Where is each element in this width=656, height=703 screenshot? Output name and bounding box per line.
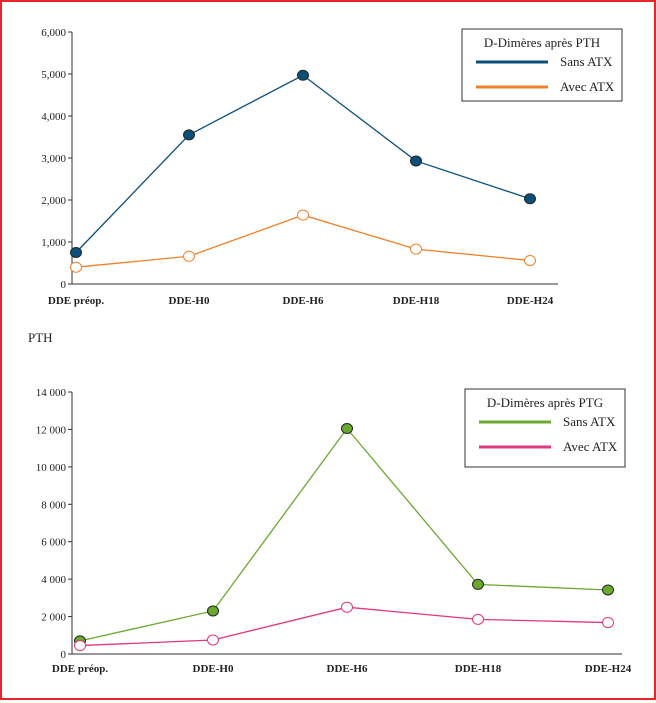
x-tick-label: DDE-H18 <box>455 663 502 675</box>
data-point <box>341 422 353 434</box>
legend-title: D-Dimères après PTH <box>484 35 600 50</box>
x-tick-label: DDE-H18 <box>393 295 440 307</box>
legend-label: Sans ATX <box>563 414 616 429</box>
data-point <box>524 254 536 266</box>
chart-ptg: 0 2 000 4 000 6 000 8 000 10 000 12 000 14 000 D… <box>36 387 632 675</box>
legend-box <box>464 388 626 468</box>
legend: D-Dimères après PTG Sans ATX Avec ATX <box>464 388 626 468</box>
y-tick-label: 4,000 <box>41 111 66 123</box>
legend-label: Avec ATX <box>563 439 618 454</box>
y-tick-label: 10 000 <box>36 462 67 474</box>
y-tick-label: 2,000 <box>41 195 66 207</box>
y-tick-label: 4 000 <box>41 574 66 586</box>
x-tick-label: DDE préop. <box>48 295 104 307</box>
data-point <box>207 634 219 646</box>
data-point <box>602 584 614 596</box>
legend: D-Dimères après PTH Sans ATX Avec ATX <box>461 28 623 102</box>
data-point <box>70 261 82 273</box>
y-tick-label: 3,000 <box>41 153 66 165</box>
x-tick-label: DDE-H0 <box>169 295 210 307</box>
data-point <box>207 605 219 617</box>
x-tick-label: DDE préop. <box>52 663 108 675</box>
y-tick-label: 1,000 <box>41 237 66 249</box>
data-point <box>297 209 309 221</box>
y-tick-label: 12 000 <box>36 424 67 436</box>
legend-box <box>461 28 623 102</box>
data-point <box>297 69 309 81</box>
x-tick-label: DDE-H24 <box>507 295 554 307</box>
y-tick-label: 6,000 <box>41 27 66 39</box>
data-point <box>410 243 422 255</box>
y-tick-label: 0 <box>61 279 67 291</box>
legend-title: D-Dimères après PTG <box>487 395 603 410</box>
data-point <box>602 617 614 629</box>
x-tick-label: DDE-H6 <box>327 663 368 675</box>
data-point <box>183 250 195 262</box>
y-tick-label: 8 000 <box>41 499 66 511</box>
data-point <box>472 613 484 625</box>
y-tick-label: 0 <box>61 649 67 661</box>
section-label: PTH <box>28 330 53 345</box>
x-tick-label: DDE-H6 <box>283 295 324 307</box>
data-point <box>74 640 86 652</box>
x-tick-label: DDE-H24 <box>585 663 632 675</box>
y-tick-label: 14 000 <box>36 387 67 399</box>
chart-pth: 0 1,000 2,000 3,000 4,000 5,000 6,000 DDE préop… <box>41 27 623 307</box>
data-point <box>341 601 353 613</box>
data-point <box>472 578 484 590</box>
y-tick-label: 2 000 <box>41 612 66 624</box>
data-point <box>410 155 422 167</box>
series-line-avec-atx <box>75 214 531 268</box>
y-tick-label: 6 000 <box>41 537 66 549</box>
data-point <box>70 247 82 258</box>
legend-label: Sans ATX <box>560 54 613 69</box>
x-tick-label: DDE-H0 <box>193 663 234 675</box>
series-line-sans-atx <box>75 74 531 253</box>
legend-label: Avec ATX <box>560 79 615 94</box>
y-tick-label: 5,000 <box>41 69 66 81</box>
series-line-avec-atx <box>79 606 609 647</box>
data-point <box>183 129 195 141</box>
data-point <box>524 193 536 205</box>
